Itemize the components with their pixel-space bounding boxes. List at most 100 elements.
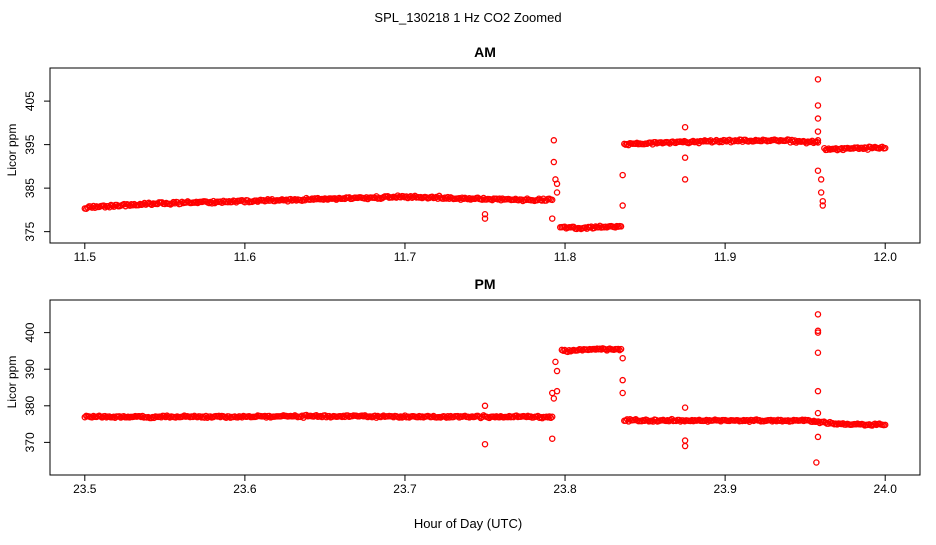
outlier-point <box>619 354 626 362</box>
data-point <box>261 412 269 420</box>
y-tick-label: 395 <box>23 134 37 154</box>
y-tick-label: 390 <box>23 359 37 379</box>
y-tick-label: 370 <box>23 432 37 452</box>
data-point <box>84 204 91 211</box>
figure-xlabel: Hour of Day (UTC) <box>414 516 522 531</box>
data-point <box>824 146 831 154</box>
outlier-point <box>481 402 489 410</box>
data-point <box>617 223 625 230</box>
outlier-point <box>814 167 822 174</box>
outlier-point <box>813 459 820 466</box>
figure-title: SPL_130218 1 Hz CO2 Zoomed <box>374 10 561 25</box>
points <box>81 311 889 466</box>
data-point <box>860 145 867 153</box>
outlier-point <box>681 154 689 161</box>
data-point <box>881 144 889 152</box>
outlier-point <box>819 202 827 209</box>
x-tick-label: 23.7 <box>393 482 417 496</box>
outlier-point <box>814 76 822 83</box>
data-point <box>373 414 380 421</box>
outlier-point <box>681 404 689 411</box>
data-point <box>518 196 525 203</box>
x-tick-label: 11.7 <box>394 250 417 264</box>
x-tick-label: 23.9 <box>713 482 737 496</box>
data-point <box>534 196 541 204</box>
panel-title: AM <box>474 44 496 60</box>
data-point <box>91 204 99 211</box>
data-point <box>148 201 155 209</box>
data-point <box>287 195 294 203</box>
y-tick-label: 375 <box>23 221 37 241</box>
outlier-point <box>681 123 689 131</box>
outlier-point <box>814 311 822 318</box>
outlier-point <box>814 329 822 336</box>
data-point <box>444 193 452 201</box>
outlier-point <box>817 176 825 183</box>
x-tick-label: 12.0 <box>874 250 898 264</box>
data-point <box>546 413 553 420</box>
outlier-point <box>481 440 489 448</box>
data-point <box>263 197 270 204</box>
data-point <box>238 414 246 421</box>
data-point <box>496 195 503 202</box>
data-point <box>854 144 861 151</box>
data-point <box>139 200 147 208</box>
y-axis-label: Licor ppm <box>5 124 19 177</box>
y-tick-label: 380 <box>23 395 37 415</box>
outlier-point <box>550 158 558 166</box>
x-tick-label: 23.8 <box>553 482 577 496</box>
y-tick-label: 405 <box>23 91 37 111</box>
data-point <box>88 414 96 421</box>
data-point <box>881 421 889 429</box>
outlier-point <box>819 197 827 205</box>
data-point <box>361 195 369 202</box>
outlier-point <box>548 435 556 442</box>
data-point <box>150 414 158 422</box>
outlier-point <box>817 189 825 196</box>
data-point <box>582 224 589 231</box>
outlier-point <box>814 102 822 109</box>
outlier-point <box>556 224 564 231</box>
outlier-point <box>619 171 626 179</box>
x-tick-label: 11.6 <box>234 250 257 264</box>
y-axis-label: Licor ppm <box>5 356 19 409</box>
outlier-point <box>814 409 822 417</box>
outlier-point <box>553 180 561 188</box>
outlier-point <box>553 189 561 196</box>
x-tick-label: 24.0 <box>874 482 898 496</box>
outlier-point <box>553 387 561 395</box>
outlier-point <box>481 210 489 218</box>
plot-frame <box>49 299 921 476</box>
outlier-point <box>814 137 822 144</box>
data-point <box>428 193 436 201</box>
y-tick-label: 400 <box>23 322 37 342</box>
outlier-point <box>814 349 822 356</box>
data-point <box>590 224 598 232</box>
data-point <box>579 347 586 354</box>
outlier-point <box>814 128 822 135</box>
data-point <box>201 414 208 421</box>
outlier-point <box>814 115 822 122</box>
outlier-point <box>814 387 822 395</box>
data-point <box>767 416 775 424</box>
x-tick-label: 11.5 <box>74 250 97 264</box>
panel-title: PM <box>475 276 496 292</box>
outlier-point <box>681 442 689 450</box>
outlier-point <box>553 367 561 375</box>
data-point <box>548 413 556 421</box>
points <box>81 76 889 233</box>
data-point <box>825 420 832 427</box>
x-tick-label: 23.6 <box>233 482 257 496</box>
data-point <box>446 414 453 421</box>
data-point <box>228 198 236 206</box>
outlier-point <box>552 358 559 366</box>
x-tick-label: 11.8 <box>554 250 577 264</box>
data-point <box>215 412 223 420</box>
outlier-point <box>619 389 626 397</box>
data-point <box>614 345 622 353</box>
outlier-point <box>550 137 558 144</box>
outlier-point <box>619 376 626 384</box>
data-point <box>202 412 210 420</box>
data-point <box>548 196 556 204</box>
data-point <box>101 412 109 420</box>
